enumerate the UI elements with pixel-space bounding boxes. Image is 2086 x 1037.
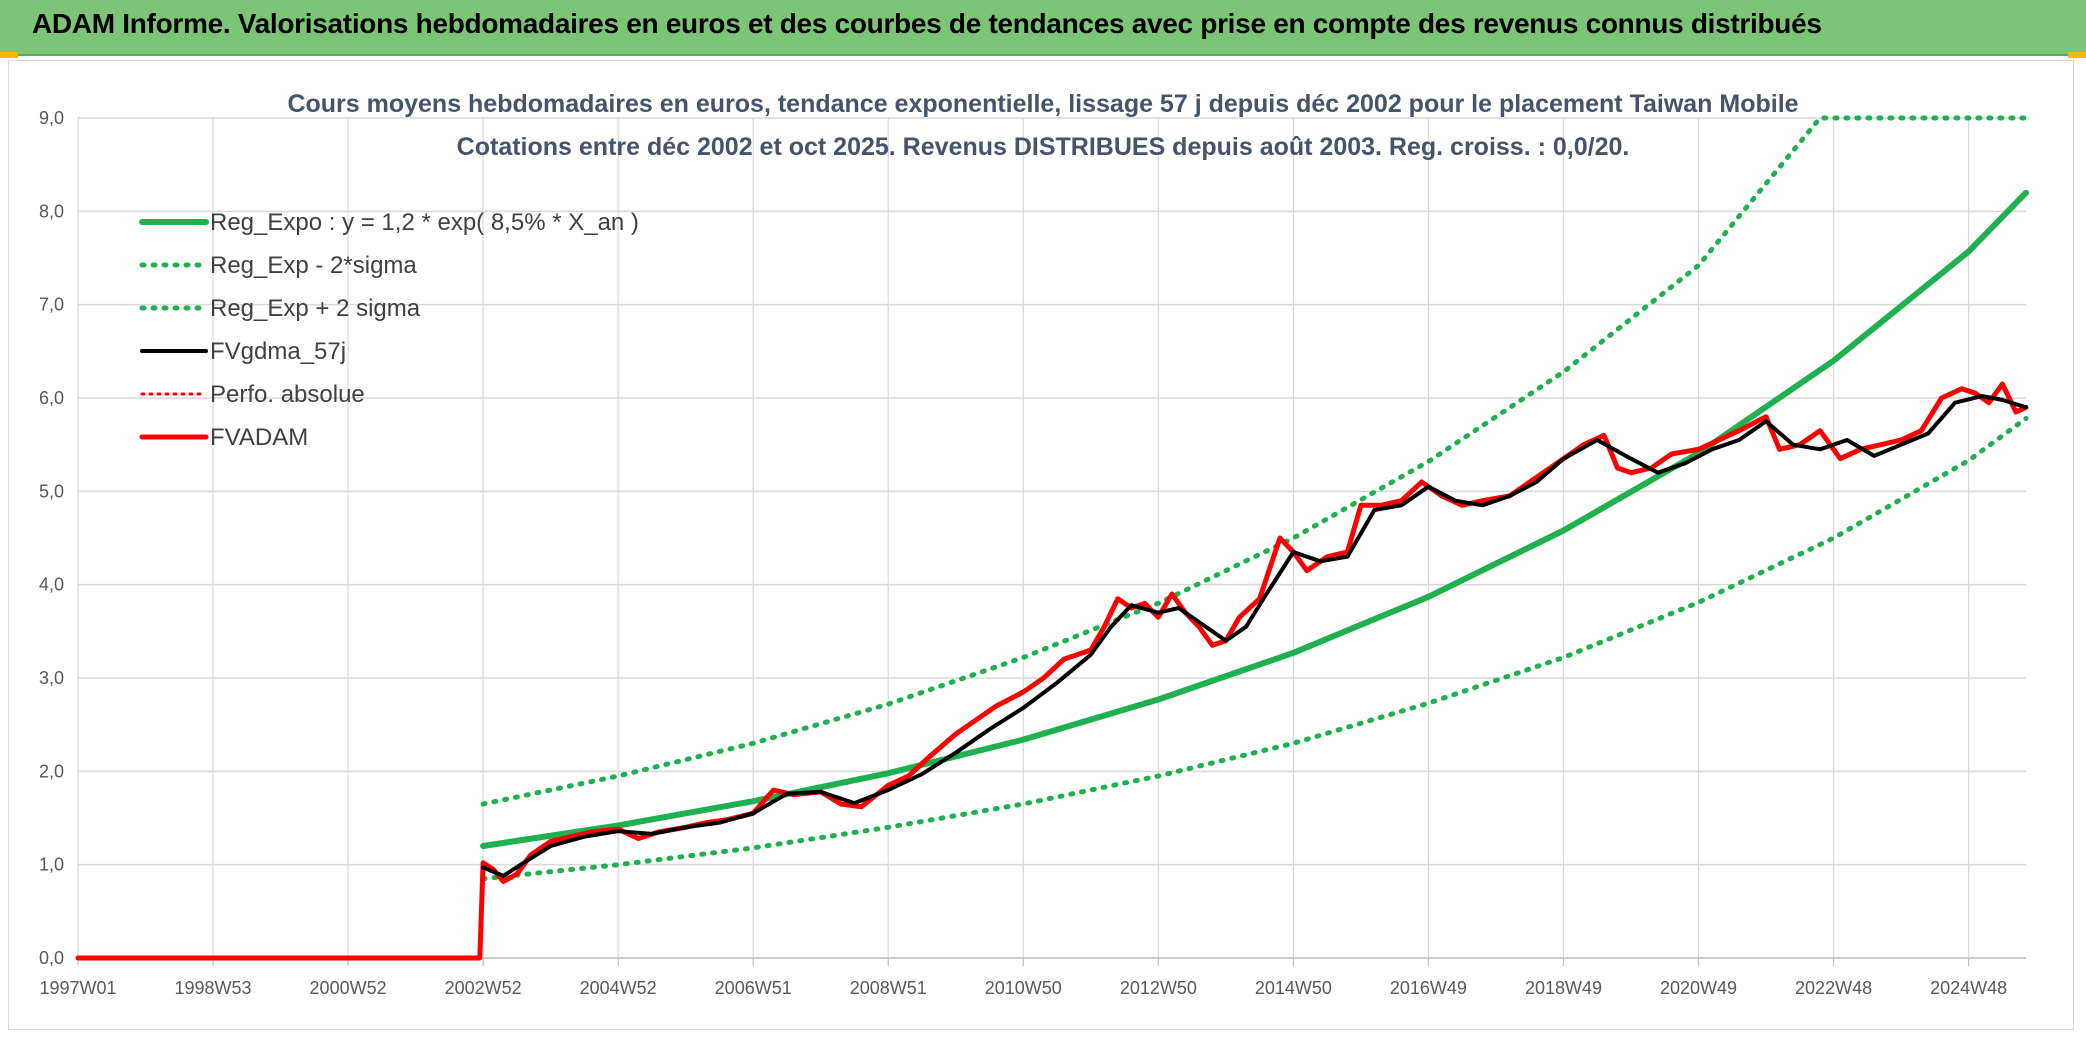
x-tick-label: 2004W52 (580, 978, 657, 998)
y-axis-ticks: 0,0 1,0 2,0 3,0 4,0 5,0 6,0 7,0 8,0 9,0 (39, 108, 64, 968)
chart-title: Cours moyens hebdomadaires en euros, ten… (287, 90, 1798, 118)
y-tick-label: 5,0 (39, 481, 64, 501)
x-tick-label: 1998W53 (175, 978, 252, 998)
legend-label-reg-exp-2-sigma: Reg_Exp - 2*sigma (210, 252, 417, 279)
y-tick-label: 9,0 (39, 108, 64, 128)
x-tick-label: 2002W52 (445, 978, 522, 998)
x-tick-label: 2022W48 (1795, 978, 1872, 998)
x-tick-label: 2006W51 (715, 978, 792, 998)
legend-label-fvgdma-57j: FVgdma_57j (210, 338, 346, 365)
x-tick-label: 2018W49 (1525, 978, 1602, 998)
y-tick-label: 2,0 (39, 761, 64, 781)
series-line-reg-expo-y-1-2-exp-8-5-x-an (480, 189, 2029, 849)
y-tick-label: 6,0 (39, 388, 64, 408)
x-tick-label: 2010W50 (985, 978, 1062, 998)
y-tick-label: 3,0 (39, 668, 64, 688)
y-tick-label: 8,0 (39, 201, 64, 221)
x-tick-label: 2020W49 (1660, 978, 1737, 998)
x-tick-label: 2012W50 (1120, 978, 1197, 998)
x-tick-label: 2024W48 (1930, 978, 2007, 998)
series-line-fvadam (75, 381, 2029, 961)
y-tick-label: 1,0 (39, 855, 64, 875)
legend-label-reg-exp-2-sigma: Reg_Exp + 2 sigma (210, 295, 421, 322)
legend-label-reg-expo-y-1-2-exp-8-5-x-an: Reg_Expo : y = 1,2 * exp( 8,5% * X_an ) (210, 209, 639, 236)
legend: Reg_Expo : y = 1,2 * exp( 8,5% * X_an ) R… (139, 209, 639, 451)
series-line-reg-exp-2-sigma (480, 416, 2029, 882)
legend-label-fvadam: FVADAM (210, 424, 308, 451)
y-tick-label: 4,0 (39, 575, 64, 595)
chart-subtitle: Cotations entre déc 2002 et oct 2025. Re… (457, 133, 1630, 161)
legend-label-perfo-absolue: Perfo. absolue (210, 381, 365, 408)
series-line-fvgdma-57j (481, 394, 2028, 878)
x-tick-label: 2014W50 (1255, 978, 1332, 998)
x-tick-label: 1997W01 (39, 978, 116, 998)
y-tick-label: 7,0 (39, 295, 64, 315)
x-axis-ticks: 1997W01 1998W53 2000W52 2002W52 2004W52 2006W… (39, 978, 2007, 998)
grid-lines (77, 117, 2026, 966)
corner-mark-left (0, 52, 18, 58)
series-line-reg-exp-2-sigma (480, 115, 2029, 807)
x-tick-label: 2008W51 (850, 978, 927, 998)
x-tick-label: 2016W49 (1390, 978, 1467, 998)
y-tick-label: 0,0 (39, 948, 64, 968)
series-lines (75, 115, 2029, 961)
corner-mark-right (2068, 52, 2086, 58)
report-header: ADAM Informe. Valorisations hebdomadaire… (0, 0, 2086, 56)
report-title: ADAM Informe. Valorisations hebdomadaire… (32, 8, 1822, 39)
x-tick-label: 2000W52 (310, 978, 387, 998)
chart-frame (8, 60, 2074, 1030)
